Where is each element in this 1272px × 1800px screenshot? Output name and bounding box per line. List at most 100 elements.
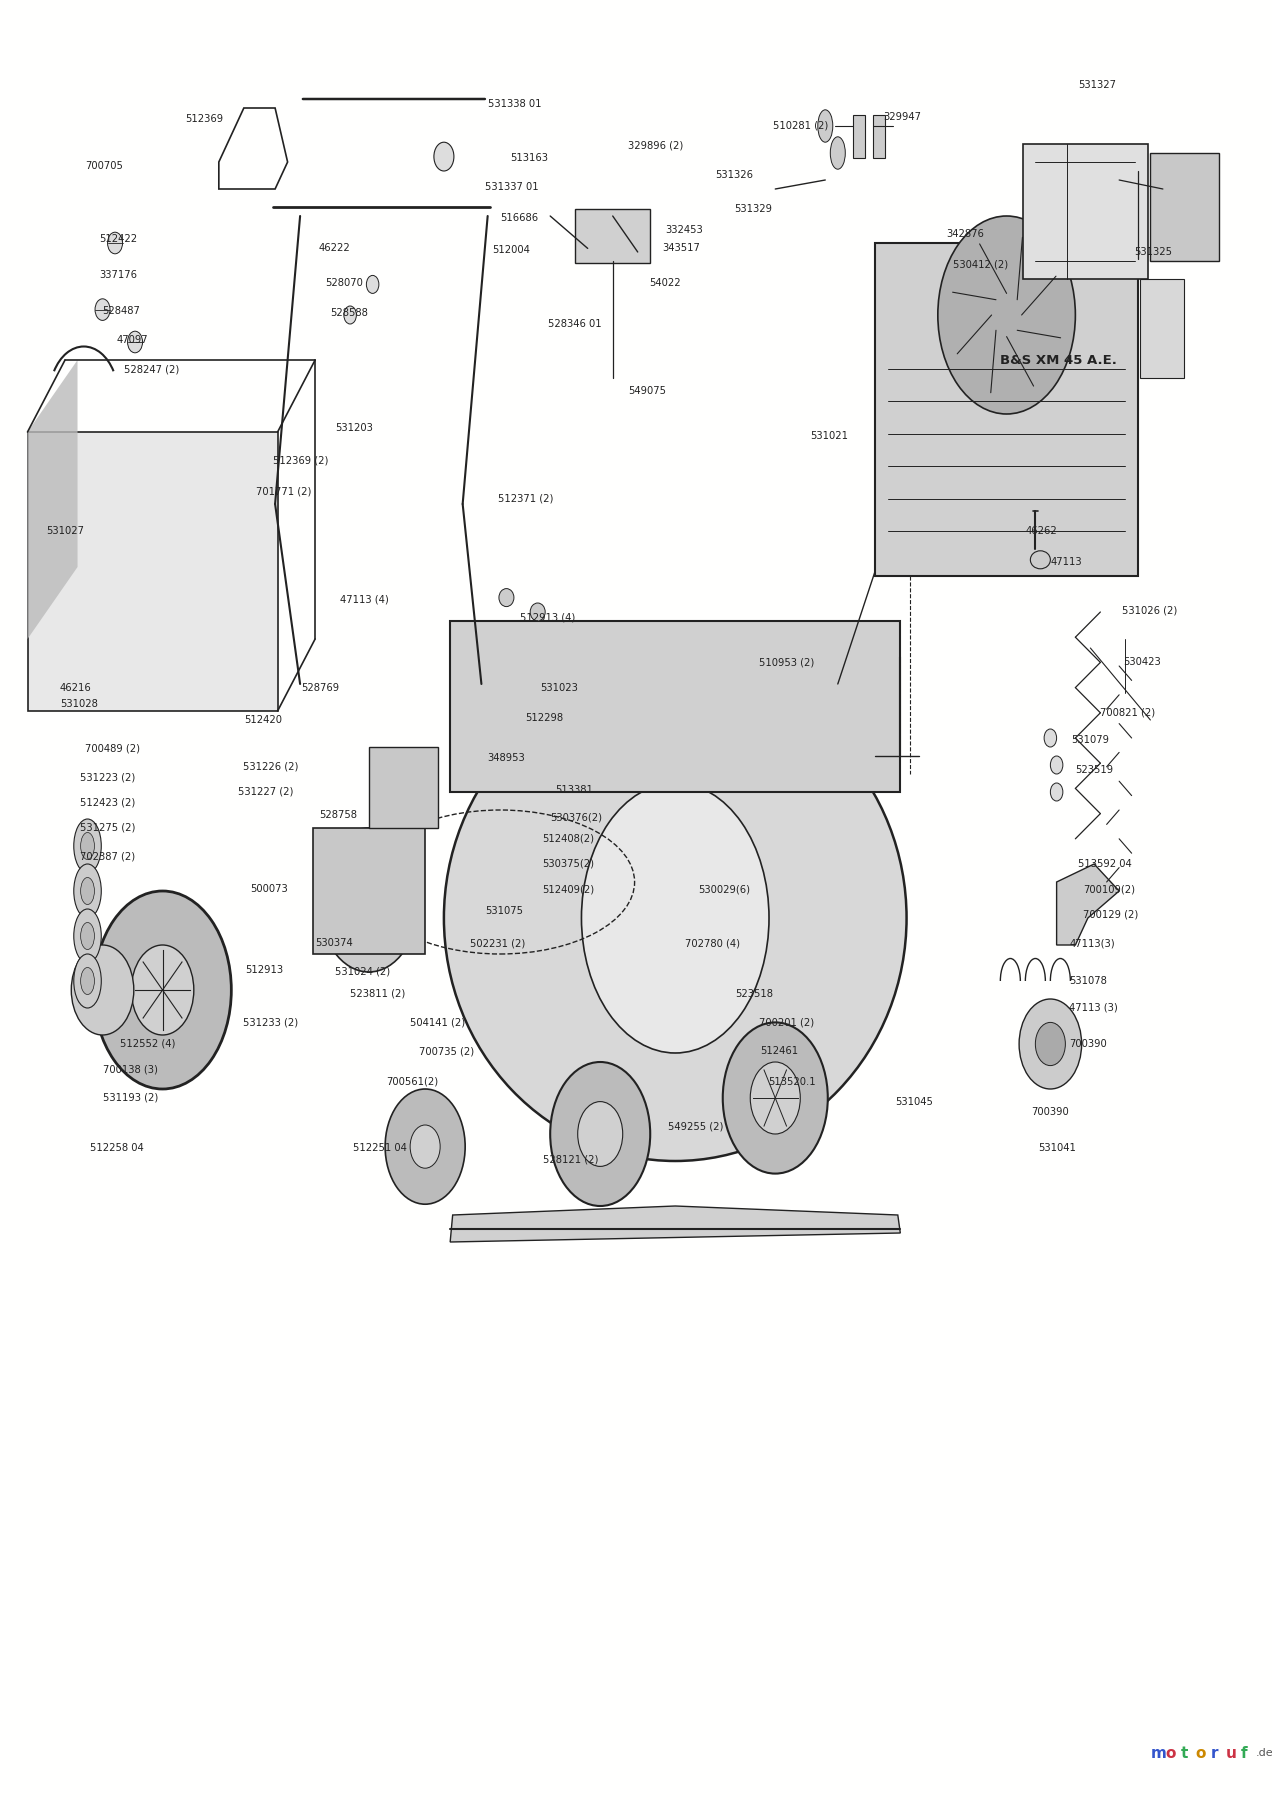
Ellipse shape: [80, 968, 94, 994]
Text: 531041: 531041: [1038, 1143, 1076, 1154]
Text: 531045: 531045: [895, 1096, 934, 1107]
Circle shape: [385, 1089, 466, 1204]
Polygon shape: [450, 1206, 901, 1242]
FancyBboxPatch shape: [450, 621, 901, 792]
Text: 46222: 46222: [319, 243, 351, 254]
Text: 531275 (2): 531275 (2): [80, 823, 135, 833]
Circle shape: [434, 142, 454, 171]
Text: 329947: 329947: [883, 112, 921, 122]
Text: 46216: 46216: [60, 682, 92, 693]
Text: 512552 (4): 512552 (4): [120, 1039, 176, 1049]
Text: 337176: 337176: [99, 270, 137, 281]
Circle shape: [551, 1062, 650, 1206]
Text: 54022: 54022: [649, 277, 681, 288]
FancyBboxPatch shape: [1150, 153, 1219, 261]
Text: 700705: 700705: [85, 160, 123, 171]
FancyBboxPatch shape: [1023, 144, 1147, 279]
Text: 700138 (3): 700138 (3): [103, 1064, 158, 1075]
Circle shape: [581, 783, 770, 1053]
Polygon shape: [28, 360, 78, 639]
Ellipse shape: [831, 137, 846, 169]
Text: 513592 04: 513592 04: [1077, 859, 1132, 869]
FancyBboxPatch shape: [28, 432, 277, 711]
Text: 700489 (2): 700489 (2): [85, 743, 140, 754]
FancyBboxPatch shape: [313, 828, 425, 954]
Ellipse shape: [818, 110, 833, 142]
Text: 512408(2): 512408(2): [543, 833, 595, 844]
Text: 512004: 512004: [492, 245, 530, 256]
Text: 530029(6): 530029(6): [698, 884, 749, 895]
Text: 531329: 531329: [734, 203, 772, 214]
Circle shape: [1019, 999, 1081, 1089]
Text: 528588: 528588: [331, 308, 368, 319]
Text: 348953: 348953: [487, 752, 525, 763]
Text: 528121 (2): 528121 (2): [543, 1154, 598, 1165]
Text: 531227 (2): 531227 (2): [238, 787, 293, 797]
FancyBboxPatch shape: [1141, 279, 1184, 378]
Text: 513520.1: 513520.1: [768, 1076, 815, 1087]
Text: 700735 (2): 700735 (2): [418, 1046, 474, 1057]
Text: 531075: 531075: [485, 905, 523, 916]
Text: 523518: 523518: [735, 988, 773, 999]
Circle shape: [131, 945, 193, 1035]
Text: 513163: 513163: [510, 153, 548, 164]
Text: 512369 (2): 512369 (2): [272, 455, 328, 466]
Circle shape: [366, 275, 379, 293]
Circle shape: [1035, 1022, 1066, 1066]
Text: 531026 (2): 531026 (2): [1122, 605, 1177, 616]
Text: 512913: 512913: [245, 965, 284, 976]
Text: o: o: [1165, 1746, 1175, 1760]
Text: 549075: 549075: [627, 385, 665, 396]
Polygon shape: [1057, 864, 1119, 945]
Text: 516686: 516686: [500, 212, 538, 223]
Text: 523519: 523519: [1075, 765, 1113, 776]
Text: 343517: 343517: [663, 243, 701, 254]
Ellipse shape: [74, 954, 102, 1008]
Circle shape: [1051, 756, 1063, 774]
Text: 512251 04: 512251 04: [352, 1143, 407, 1154]
Text: 531327: 531327: [1077, 79, 1116, 90]
Text: m: m: [1150, 1746, 1166, 1760]
Text: 528487: 528487: [103, 306, 140, 317]
Text: 531338 01: 531338 01: [487, 99, 541, 110]
Ellipse shape: [1030, 551, 1051, 569]
Circle shape: [350, 873, 388, 927]
FancyBboxPatch shape: [369, 747, 438, 828]
Text: 702780 (4): 702780 (4): [686, 938, 740, 949]
Text: 500073: 500073: [251, 884, 287, 895]
Text: 701771 (2): 701771 (2): [257, 486, 312, 497]
Text: 700109(2): 700109(2): [1082, 884, 1135, 895]
Text: 530412 (2): 530412 (2): [953, 259, 1007, 270]
Text: 512298: 512298: [525, 713, 563, 724]
Text: 504141 (2): 504141 (2): [410, 1017, 466, 1028]
Ellipse shape: [74, 909, 102, 963]
Text: t: t: [1180, 1746, 1188, 1760]
Text: 531223 (2): 531223 (2): [80, 772, 135, 783]
Circle shape: [410, 1125, 440, 1168]
Circle shape: [343, 306, 356, 324]
Text: 47113 (4): 47113 (4): [340, 594, 389, 605]
Text: 342876: 342876: [946, 229, 985, 239]
Text: 531203: 531203: [335, 423, 373, 434]
Text: r: r: [1211, 1746, 1217, 1760]
Text: 332453: 332453: [665, 225, 703, 236]
Circle shape: [94, 891, 232, 1089]
Text: 530374: 530374: [315, 938, 352, 949]
Text: 528070: 528070: [326, 277, 363, 288]
Text: .de: .de: [1255, 1748, 1272, 1759]
Ellipse shape: [74, 864, 102, 918]
Text: 531326: 531326: [715, 169, 753, 180]
Text: B&S XM 45 A.E.: B&S XM 45 A.E.: [1000, 353, 1117, 367]
Text: 531193 (2): 531193 (2): [103, 1093, 158, 1103]
Text: 531023: 531023: [541, 682, 577, 693]
Circle shape: [108, 232, 122, 254]
Text: 513381: 513381: [555, 785, 593, 796]
Text: 702387 (2): 702387 (2): [80, 851, 135, 862]
Text: 502231 (2): 502231 (2): [471, 938, 525, 949]
Text: 512420: 512420: [244, 715, 282, 725]
Ellipse shape: [499, 589, 514, 607]
Text: 528758: 528758: [319, 810, 357, 821]
Text: 512371 (2): 512371 (2): [497, 493, 553, 504]
Text: 512409(2): 512409(2): [543, 884, 595, 895]
Text: 700390: 700390: [1070, 1039, 1107, 1049]
